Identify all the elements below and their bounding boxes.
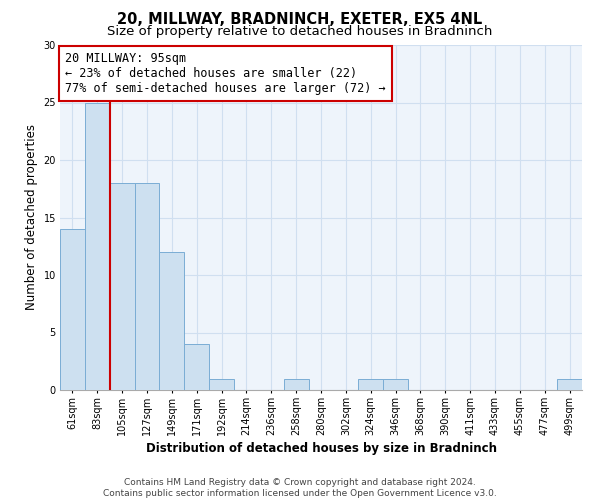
X-axis label: Distribution of detached houses by size in Bradninch: Distribution of detached houses by size … [146,442,497,455]
Bar [284,378,308,390]
Bar [85,102,110,390]
Text: Size of property relative to detached houses in Bradninch: Size of property relative to detached ho… [107,25,493,38]
Bar [134,183,160,390]
Bar [160,252,184,390]
Y-axis label: Number of detached properties: Number of detached properties [25,124,38,310]
Bar [60,229,85,390]
Bar [209,378,234,390]
Bar [184,344,209,390]
Text: 20 MILLWAY: 95sqm
← 23% of detached houses are smaller (22)
77% of semi-detached: 20 MILLWAY: 95sqm ← 23% of detached hous… [65,52,386,95]
Bar [383,378,408,390]
Bar [557,378,582,390]
Bar [110,183,134,390]
Text: 20, MILLWAY, BRADNINCH, EXETER, EX5 4NL: 20, MILLWAY, BRADNINCH, EXETER, EX5 4NL [118,12,482,28]
Bar [358,378,383,390]
Text: Contains HM Land Registry data © Crown copyright and database right 2024.
Contai: Contains HM Land Registry data © Crown c… [103,478,497,498]
